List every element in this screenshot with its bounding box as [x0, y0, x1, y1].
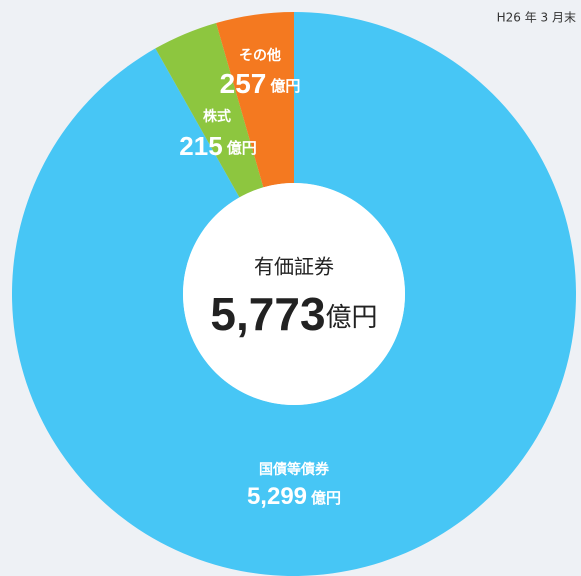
- slice-name: 国債等債券: [259, 461, 330, 478]
- slice-value: 5,299 億円: [247, 483, 341, 510]
- note: H26 年 3 月末: [497, 11, 576, 25]
- center-total: 5,773億円: [210, 288, 377, 340]
- center-title: 有価証券: [254, 255, 334, 279]
- value-label: 5,299: [247, 483, 307, 510]
- slice-name: その他: [239, 47, 281, 64]
- unit: 億円: [326, 303, 378, 333]
- donut-slice: [12, 12, 576, 576]
- unit: 億円: [227, 139, 257, 157]
- donut-slice: [216, 12, 294, 188]
- total-label: 5,773: [210, 288, 325, 340]
- unit: 億円: [270, 77, 300, 95]
- value-label: 215: [179, 131, 222, 161]
- donut-hole: [183, 183, 405, 405]
- slice-name: 株式: [203, 108, 231, 125]
- slice-value: 257 億円: [220, 68, 301, 99]
- slice-value: 215 億円: [179, 131, 256, 161]
- value-label: 257: [220, 68, 267, 99]
- donut-slice: [155, 22, 264, 198]
- unit: 億円: [311, 489, 341, 507]
